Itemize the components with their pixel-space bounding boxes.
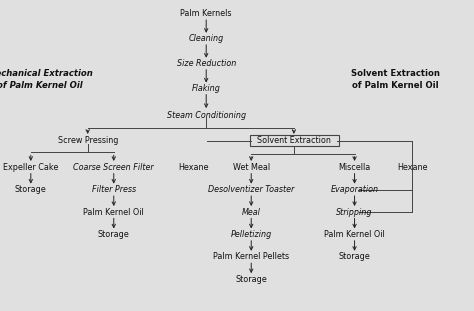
Text: Meal: Meal — [242, 208, 261, 216]
Text: Solvent Extraction: Solvent Extraction — [257, 136, 331, 145]
Text: Flaking: Flaking — [192, 84, 220, 93]
Text: Palm Kernel Pellets: Palm Kernel Pellets — [213, 253, 289, 261]
Text: Stripping: Stripping — [336, 208, 373, 216]
Text: Wet Meal: Wet Meal — [233, 163, 270, 172]
Text: Miscella: Miscella — [338, 163, 371, 172]
Text: Storage: Storage — [15, 185, 46, 194]
Text: Cleaning: Cleaning — [189, 35, 224, 43]
Text: Storage: Storage — [98, 230, 129, 239]
Text: Hexane: Hexane — [397, 163, 428, 172]
Text: Solvent Extraction
of Palm Kernel Oil: Solvent Extraction of Palm Kernel Oil — [351, 69, 440, 90]
Text: Coarse Screen Filter: Coarse Screen Filter — [73, 163, 154, 172]
Text: Hexane: Hexane — [178, 163, 209, 172]
Text: Storage: Storage — [236, 275, 267, 284]
Text: Pelletizing: Pelletizing — [230, 230, 272, 239]
Text: Palm Kernel Oil: Palm Kernel Oil — [83, 208, 144, 216]
Text: Evaporation: Evaporation — [330, 185, 379, 194]
Text: Expeller Cake: Expeller Cake — [3, 163, 58, 172]
Text: Desolventizer Toaster: Desolventizer Toaster — [208, 185, 294, 194]
Text: Palm Kernel Oil: Palm Kernel Oil — [324, 230, 385, 239]
Text: Size Reduction: Size Reduction — [176, 59, 236, 68]
Text: Palm Kernels: Palm Kernels — [181, 10, 232, 18]
Text: Mechanical Extraction
of Palm Kernel Oil: Mechanical Extraction of Palm Kernel Oil — [0, 69, 93, 90]
Text: Filter Press: Filter Press — [91, 185, 136, 194]
Text: Steam Conditioning: Steam Conditioning — [167, 111, 246, 119]
Text: Storage: Storage — [339, 253, 370, 261]
Text: Screw Pressing: Screw Pressing — [57, 136, 118, 145]
